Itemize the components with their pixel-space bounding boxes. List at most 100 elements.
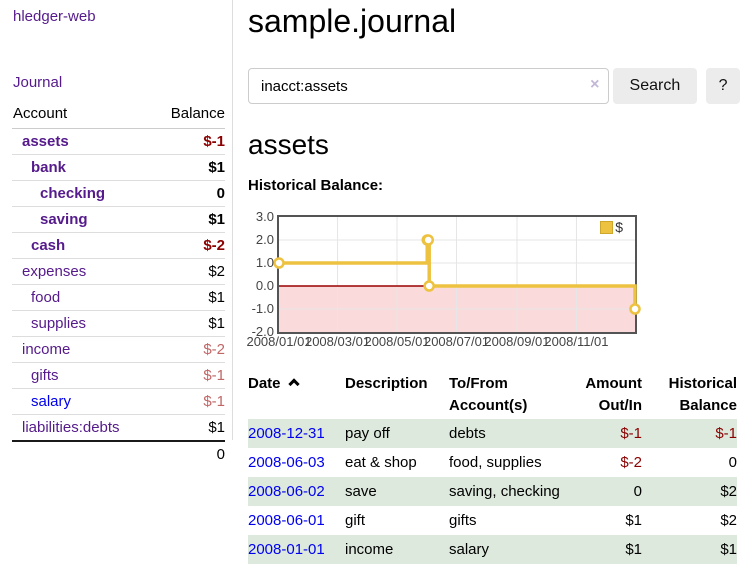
amount-cell: $1 [625, 541, 642, 558]
balance-chart-svg [273, 217, 641, 332]
amount-cell: $-1 [620, 425, 642, 442]
y-axis-tick-label: 0.0 [255, 278, 274, 293]
legend-swatch-icon [600, 220, 614, 234]
sidebar-account-link[interactable]: salary [31, 393, 72, 410]
sidebar-total-row: 0 [12, 440, 225, 467]
sidebar: hledger-web Journal Account Balance asse… [0, 0, 233, 467]
accounts-cell: food, supplies [449, 454, 542, 471]
sidebar-account-link[interactable]: liabilities:debts [22, 419, 120, 436]
accounts-cell: saving, checking [449, 483, 560, 500]
x-axis-tick-label: 2008/07/01 [423, 334, 490, 349]
clear-search-icon[interactable]: × [590, 76, 600, 93]
data-point-marker[interactable] [629, 303, 641, 315]
brand-link[interactable]: hledger-web [13, 8, 96, 25]
transaction-date-link[interactable]: 2008-06-02 [248, 483, 325, 500]
sidebar-account-link[interactable]: income [22, 341, 71, 358]
chart-legend: $ [600, 219, 623, 235]
amount-cell: $-2 [620, 454, 642, 471]
sidebar-account-link[interactable]: assets [22, 133, 69, 150]
accounts-cell: salary [449, 541, 490, 558]
date-cell: 2008-01-01 [248, 535, 345, 564]
table-row[interactable]: 2008-12-31 pay off debts $-1 $-1 [248, 419, 737, 448]
sidebar-account-row: checking 0 [12, 180, 225, 207]
sidebar-account-balance: $1 [208, 159, 225, 176]
description-cell: gift [345, 512, 366, 529]
data-point-marker[interactable] [273, 257, 285, 269]
y-axis-tick-label: 2.0 [255, 232, 274, 247]
chart-title: Historical Balance: [248, 177, 384, 194]
x-axis-tick-label: 2008/11/01 [544, 334, 609, 349]
sidebar-account-balance: $1 [208, 289, 225, 306]
sort-ascending-icon [287, 378, 300, 390]
col-date-label: Date [248, 375, 281, 392]
sidebar-account-row: salary $-1 [12, 388, 225, 415]
col-description: Description [345, 375, 428, 392]
transaction-date-link[interactable]: 2008-06-03 [248, 454, 325, 471]
x-axis-tick-label: 2008/03/01 [304, 334, 371, 349]
accounts-cell: gifts [449, 512, 477, 529]
description-cell: pay off [345, 425, 390, 442]
table-row[interactable]: 2008-01-01 income salary $1 $1 [248, 535, 737, 564]
sidebar-account-link[interactable]: expenses [22, 263, 87, 280]
data-point-marker[interactable] [422, 234, 434, 246]
sidebar-account-row: cash $-2 [12, 232, 225, 259]
sidebar-account-link[interactable]: checking [40, 185, 106, 202]
register-table: Date Description To/From Account(s) Amou… [248, 371, 737, 564]
col-accounts: To/From Account(s) [449, 375, 528, 414]
sidebar-account-link[interactable]: saving [40, 211, 88, 228]
sidebar-account-row: gifts $-1 [12, 362, 225, 389]
table-row[interactable]: 2008-06-03 eat & shop food, supplies $-2 0 [248, 448, 737, 477]
legend-label: $ [615, 219, 623, 235]
sidebar-item-journal[interactable]: Journal [13, 74, 63, 91]
sidebar-account-link[interactable]: gifts [31, 367, 59, 384]
balance-cell: $-1 [715, 425, 737, 442]
x-axis-tick-label: 2008/01/01 [246, 334, 312, 349]
page-title: sample.journal [248, 3, 457, 39]
sidebar-accounts-header-row: Account Balance [12, 105, 225, 129]
search-input[interactable] [248, 68, 609, 104]
sidebar-account-link[interactable]: supplies [31, 315, 87, 332]
transaction-date-link[interactable]: 2008-12-31 [248, 425, 325, 442]
table-row[interactable]: 2008-06-01 gift gifts $1 $2 [248, 506, 737, 535]
sidebar-account-balance: $2 [208, 263, 225, 280]
search-input-wrap: × [248, 68, 609, 104]
sidebar-account-row: food $1 [12, 284, 225, 311]
sidebar-account-row: supplies $1 [12, 310, 225, 337]
search-form: × Search ? [248, 68, 740, 104]
sidebar-account-balance: 0 [216, 185, 225, 202]
historical-balance-chart: $ 3.0 2.0 1.0 0.0 -1.0 -2.0 2008/01/01 2008/03/… [246, 207, 740, 349]
transaction-date-link[interactable]: 2008-06-01 [248, 512, 325, 529]
table-row[interactable]: 2008-06-02 save saving, checking 0 $2 [248, 477, 737, 506]
date-cell: 2008-06-03 [248, 448, 345, 477]
amount-cell: 0 [633, 483, 642, 500]
amount-cell: $1 [625, 512, 642, 529]
sidebar-account-balance: $1 [208, 211, 225, 228]
sidebar-accounts-body: assets $-1 bank $1 checking 0 saving $1 cash $-2 e… [12, 129, 225, 442]
sidebar-total-spacer [12, 440, 153, 467]
main-content: sample.journal × Search ? assets Histori… [246, 0, 740, 564]
sidebar-accounts-table: Account Balance assets $-1 bank $1 checking 0… [12, 105, 225, 467]
col-amount: Amount Out/In [585, 375, 642, 414]
sidebar-account-row: assets $-1 [12, 129, 225, 155]
y-axis-tick-label: 1.0 [255, 255, 274, 270]
sidebar-account-link[interactable]: bank [31, 159, 67, 176]
sidebar-account-row: income $-2 [12, 336, 225, 363]
sidebar-total-balance: 0 [152, 440, 225, 467]
col-balance: Historical Balance [668, 375, 737, 414]
description-cell: eat & shop [345, 454, 417, 471]
sidebar-account-balance: $-2 [203, 237, 225, 254]
sidebar-account-link[interactable]: food [31, 289, 61, 306]
chart-plot-area[interactable]: $ [273, 215, 641, 334]
sidebar-account-row: expenses $2 [12, 258, 225, 285]
transaction-date-link[interactable]: 2008-01-01 [248, 541, 325, 558]
balance-cell: 0 [728, 454, 737, 471]
col-date[interactable]: Date [248, 371, 345, 419]
x-axis-tick-label: 2008/05/01 [364, 334, 430, 349]
help-button[interactable]: ? [706, 68, 740, 104]
data-point-marker[interactable] [423, 280, 435, 292]
account-column-header: Account [12, 105, 153, 129]
search-button[interactable]: Search [612, 68, 698, 104]
sidebar-account-link[interactable]: cash [31, 237, 66, 254]
account-heading: assets [248, 129, 329, 160]
register-header-row: Date Description To/From Account(s) Amou… [248, 371, 737, 419]
